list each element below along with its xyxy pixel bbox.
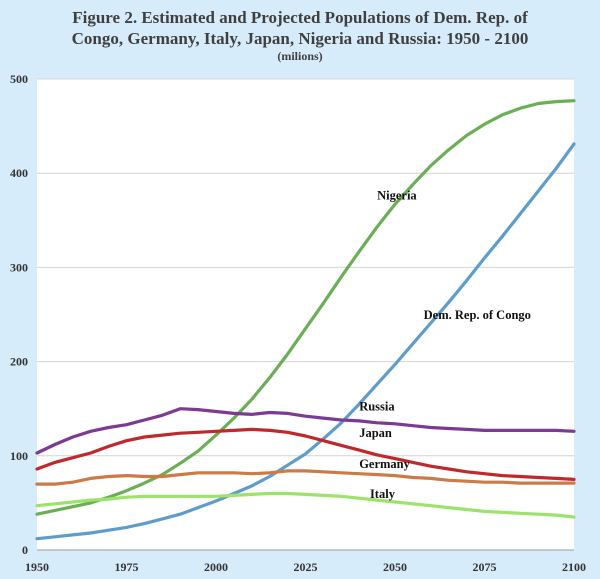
series-line-japan xyxy=(35,427,576,481)
x-tick-label: 1975 xyxy=(115,560,139,574)
x-tick-label: 2025 xyxy=(294,560,318,574)
series-label-japan: Japan xyxy=(359,426,392,440)
series-line-germany xyxy=(35,469,576,486)
series-line-nigeria xyxy=(35,99,576,516)
series-label-germany: Germany xyxy=(359,457,410,471)
chart-title-line-2: Congo, Germany, Italy, Japan, Nigeria an… xyxy=(71,29,529,48)
y-tick-label: 100 xyxy=(10,449,28,463)
x-tick-label: 2100 xyxy=(562,560,586,574)
y-tick-label: 500 xyxy=(10,72,28,86)
x-tick-label: 2000 xyxy=(204,560,228,574)
series-line-italy xyxy=(35,491,576,519)
series-line-russia xyxy=(35,407,576,455)
series-label-dem-rep-of-congo: Dem. Rep. of Congo xyxy=(424,308,531,322)
y-tick-label: 200 xyxy=(10,355,28,369)
chart-title-line-1: Figure 2. Estimated and Projected Popula… xyxy=(72,8,528,27)
y-tick-label: 0 xyxy=(22,543,28,557)
x-tick-label: 1950 xyxy=(25,560,49,574)
series-line-dem-rep-of-congo xyxy=(35,142,576,541)
x-tick-label: 2075 xyxy=(473,560,497,574)
y-tick-label: 400 xyxy=(10,166,28,180)
series-label-italy: Italy xyxy=(370,487,396,501)
series-label-russia: Russia xyxy=(359,400,395,414)
x-tick-label: 2050 xyxy=(383,560,407,574)
series-label-nigeria: Nigeria xyxy=(377,189,417,203)
y-tick-label: 300 xyxy=(10,260,28,274)
chart-subtitle: (milions) xyxy=(277,49,323,63)
